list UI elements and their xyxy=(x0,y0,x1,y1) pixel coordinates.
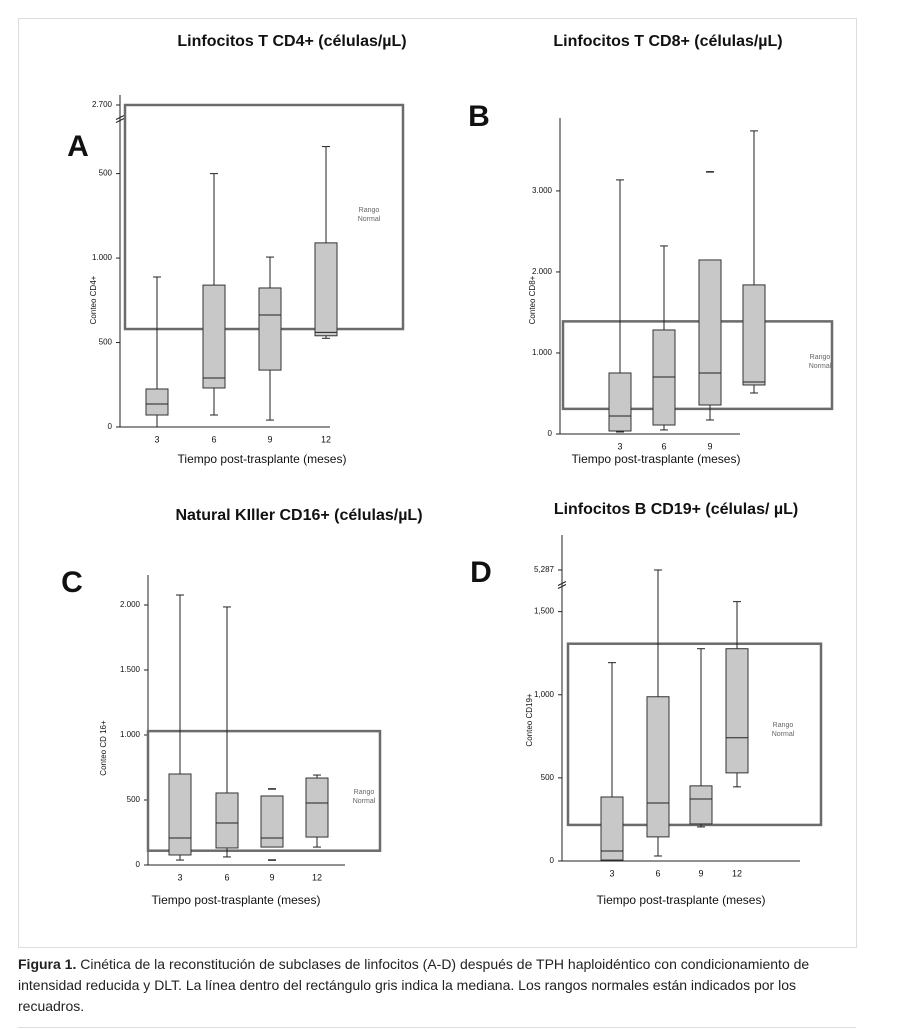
range-label: Rango xyxy=(810,354,831,361)
y-tick-label: 1.000 xyxy=(120,730,141,739)
x-tick-label: 6 xyxy=(661,441,666,451)
chart-title: Natural KIller CD16+ (células/µL) xyxy=(175,507,422,524)
axis-break xyxy=(115,115,125,123)
x-tick-label: 6 xyxy=(655,868,660,878)
y-tick-label: 0 xyxy=(548,429,553,438)
y-tick-label: 500 xyxy=(99,169,113,178)
y-axis-label: Conteo CD8+ xyxy=(528,275,537,324)
box xyxy=(742,284,766,386)
box xyxy=(646,696,670,838)
x-tick-label: 9 xyxy=(698,868,703,878)
x-tick-label: 3 xyxy=(177,872,182,882)
range-label: Normal xyxy=(353,798,376,805)
range-label: Normal xyxy=(809,363,832,370)
y-tick-label: 1,000 xyxy=(534,690,555,699)
box xyxy=(305,777,329,838)
box xyxy=(608,372,632,432)
box xyxy=(698,259,722,406)
caption-text: Cinética de la reconstitución de subclas… xyxy=(18,956,810,1014)
chart-title: Linfocitos T CD8+ (células/µL) xyxy=(553,33,782,50)
panel-label: B xyxy=(468,100,490,133)
x-axis-label: Tiempo post-trasplante (meses) xyxy=(152,893,321,907)
x-tick-label: 6 xyxy=(224,872,229,882)
x-axis-label: Tiempo post-trasplante (meses) xyxy=(572,452,741,466)
box xyxy=(145,388,169,416)
y-tick-label: 1.000 xyxy=(92,253,113,262)
x-tick-label: 6 xyxy=(211,434,216,444)
y-tick-label: 2.000 xyxy=(120,600,141,609)
panel-label: D xyxy=(470,556,492,589)
panel-label: C xyxy=(61,566,83,599)
y-axis-label: Conteo CD 16+ xyxy=(99,720,108,776)
figure-frame xyxy=(18,18,857,948)
y-tick-label: 5,287 xyxy=(534,565,555,574)
caption: Figura 1. Cinética de la reconstitución … xyxy=(18,954,848,1017)
y-tick-label: 0 xyxy=(136,860,141,869)
x-tick-label: 9 xyxy=(269,872,274,882)
caption-label: Figura 1. xyxy=(18,956,77,972)
x-tick-label: 9 xyxy=(267,434,272,444)
y-tick-label: 500 xyxy=(541,773,555,782)
range-label: Normal xyxy=(772,731,795,738)
chart-title: Linfocitos T CD4+ (células/µL) xyxy=(177,33,406,50)
x-tick-label: 3 xyxy=(609,868,614,878)
normal-range xyxy=(561,320,834,411)
range-label: Rango xyxy=(359,207,380,214)
x-axis-label: Tiempo post-trasplante (meses) xyxy=(178,452,347,466)
box xyxy=(314,242,338,337)
x-tick-label: 3 xyxy=(154,434,159,444)
y-tick-label: 0 xyxy=(108,422,113,431)
box xyxy=(202,284,226,389)
chart-title: Linfocitos B CD19+ (células/ µL) xyxy=(554,501,798,518)
box xyxy=(725,648,749,774)
y-tick-label: 0 xyxy=(550,856,555,865)
y-axis-label: Conteo CD4+ xyxy=(89,275,98,324)
range-label: Normal xyxy=(358,216,381,223)
axis-break xyxy=(557,581,567,589)
y-tick-label: 3.000 xyxy=(532,186,553,195)
box xyxy=(168,773,192,856)
x-tick-label: 3 xyxy=(617,441,622,451)
x-tick-label: 12 xyxy=(321,434,331,444)
box xyxy=(600,796,624,861)
range-label: Rango xyxy=(773,722,794,729)
range-label: Rango xyxy=(354,789,375,796)
normal-range xyxy=(146,729,382,852)
box xyxy=(258,287,282,371)
box xyxy=(652,329,676,426)
y-tick-label: 500 xyxy=(99,338,113,347)
x-tick-label: 9 xyxy=(707,441,712,451)
x-axis-label: Tiempo post-trasplante (meses) xyxy=(597,893,766,907)
normal-range xyxy=(566,642,823,827)
y-tick-label: 1.500 xyxy=(120,665,141,674)
y-axis-label: Conteo CD19+ xyxy=(525,693,534,746)
box xyxy=(260,795,284,848)
y-tick-label: 500 xyxy=(127,795,141,804)
box xyxy=(215,792,239,849)
y-tick-label: 2.700 xyxy=(92,100,113,109)
x-tick-label: 12 xyxy=(312,872,322,882)
x-tick-label: 12 xyxy=(732,868,742,878)
panel-label: A xyxy=(67,130,89,163)
y-tick-label: 2.000 xyxy=(532,267,553,276)
y-tick-label: 1,500 xyxy=(534,607,555,616)
y-tick-label: 1.000 xyxy=(532,348,553,357)
box xyxy=(689,785,713,825)
